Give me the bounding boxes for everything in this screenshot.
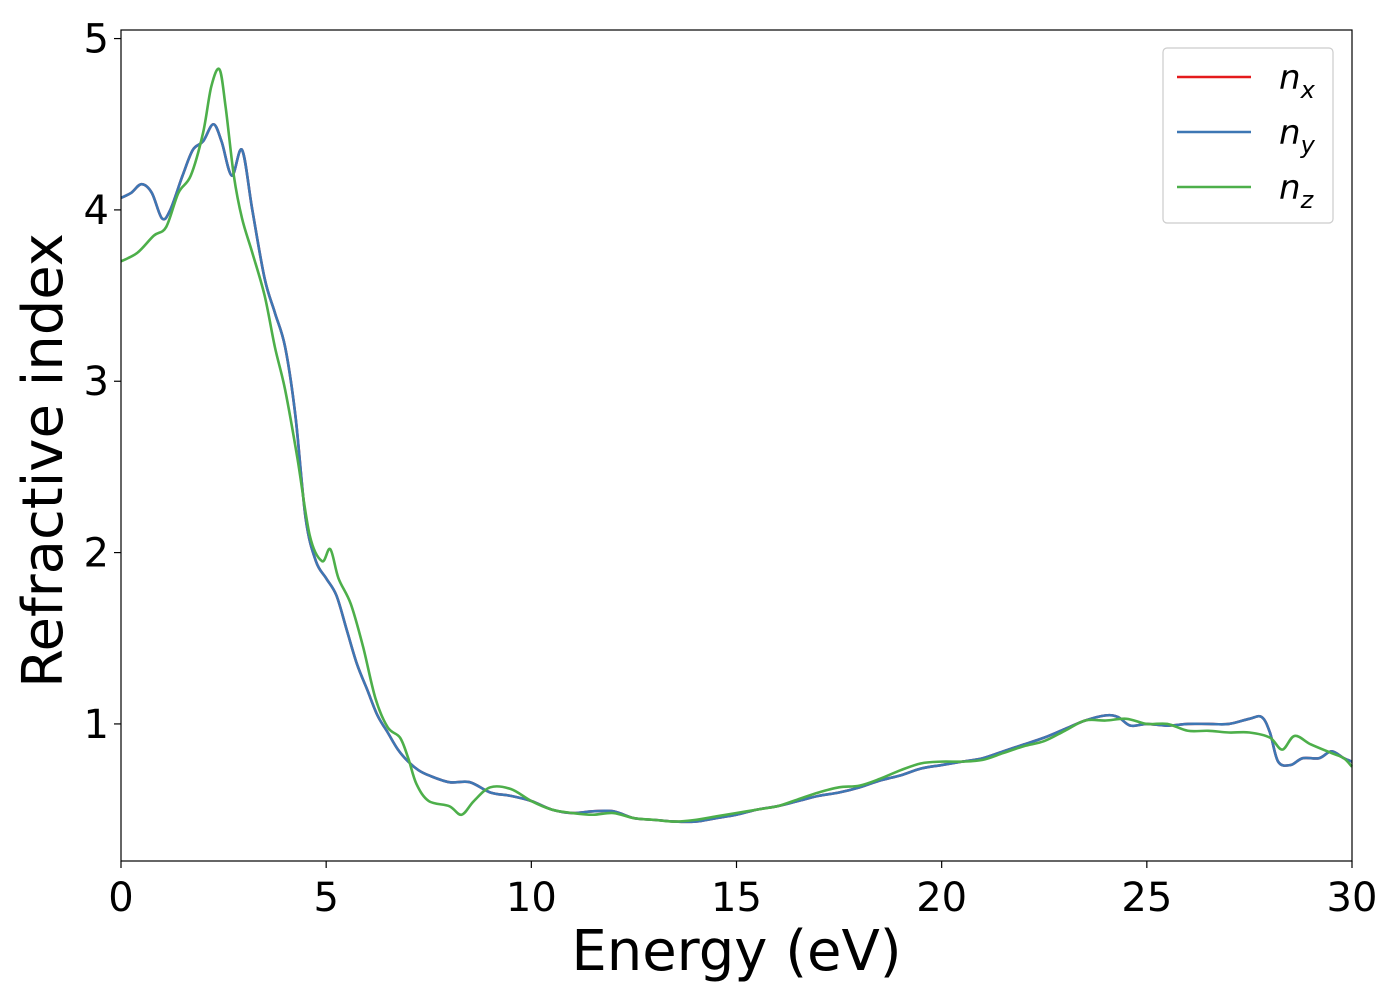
y-tick-label: 2 <box>84 531 109 577</box>
x-axis: 0 5 10 15 20 25 30 <box>108 861 1377 921</box>
y-tick-label: 4 <box>84 188 109 234</box>
legend-label-z: nz <box>1279 168 1315 214</box>
x-tick-label: 20 <box>916 875 967 921</box>
legend-label-subscript: z <box>1300 186 1315 214</box>
y-tick-label: 3 <box>84 359 109 405</box>
legend-label-subscript: y <box>1300 131 1316 159</box>
legend-label-subscript: x <box>1300 76 1316 104</box>
legend-label-main: n <box>1279 113 1301 153</box>
series-line-z <box>120 67 1353 823</box>
y-tick-label: 5 <box>84 17 109 63</box>
series-layer <box>120 67 1353 824</box>
x-tick-label: 5 <box>313 875 338 921</box>
x-axis-title: Energy (eV) <box>571 919 901 984</box>
y-tick-label: 1 <box>84 702 109 748</box>
x-tick-label: 0 <box>108 875 133 921</box>
y-axis: 1 2 3 4 5 <box>84 17 121 748</box>
legend-label-x: nx <box>1279 58 1316 104</box>
legend-label-y: ny <box>1279 113 1316 159</box>
legend-box <box>1162 47 1334 224</box>
legend-label-main: n <box>1279 58 1301 98</box>
x-tick-label: 15 <box>711 875 762 921</box>
x-tick-label: 10 <box>506 875 557 921</box>
x-tick-label: 25 <box>1121 875 1172 921</box>
y-axis-title: Refractive index <box>11 233 76 688</box>
legend-label-main: n <box>1279 168 1301 208</box>
x-tick-label: 30 <box>1327 875 1378 921</box>
